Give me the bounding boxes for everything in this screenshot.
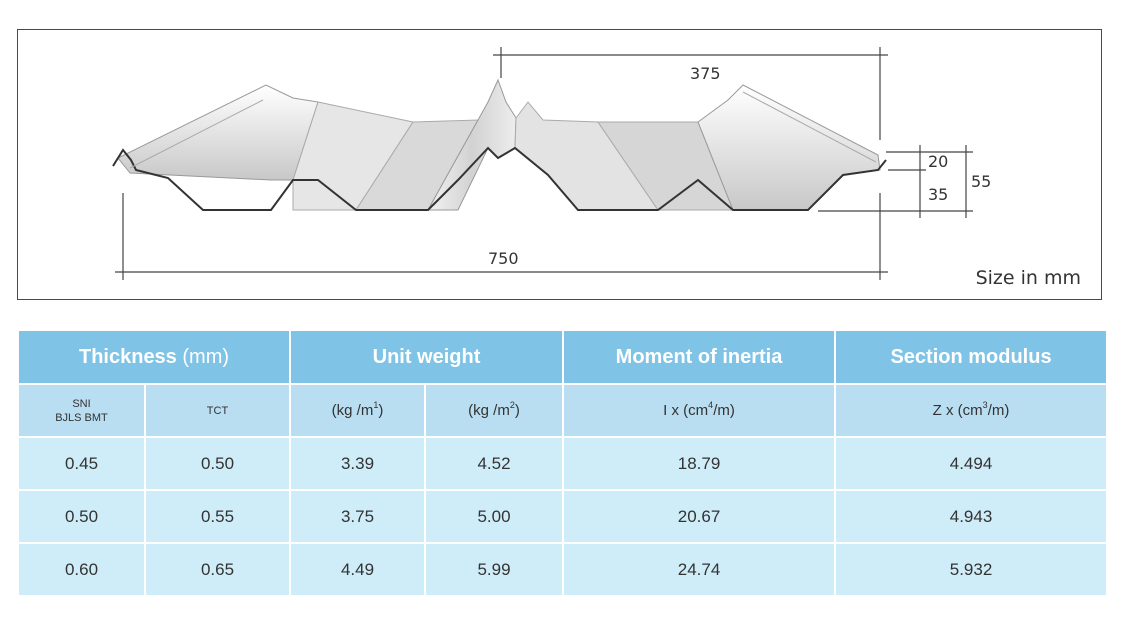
zx-exp: 3: [982, 400, 988, 410]
zx-cell: 4.494: [836, 438, 1107, 489]
dim-375-label: 375: [690, 64, 721, 83]
kg-m1-exp: 1: [373, 400, 379, 410]
roof-sheet-profile-drawing: 375 750 20 35 55: [112, 47, 991, 280]
moment-of-inertia-header: Moment of inertia: [564, 331, 835, 383]
spec-table: Thickness (mm) Unit weight Moment of ine…: [17, 329, 1108, 597]
sheet-surface: [112, 78, 887, 211]
profile-diagram: 375 750 20 35 55 Size in mm: [17, 29, 1102, 300]
dim-20-label: 20: [928, 152, 948, 171]
zx-subheader: Z x (cm3/m): [836, 385, 1107, 436]
dim-750-label: 750: [488, 249, 519, 268]
kg-m1-base: (kg /m: [331, 402, 374, 419]
bjls-bmt-label: BJLS BMT: [55, 411, 108, 424]
kg-m2-cell: 5.99: [426, 544, 563, 595]
dimension-lines: [115, 47, 973, 280]
dim-35-label: 35: [928, 185, 948, 204]
kg-m1-cell: 3.39: [291, 438, 424, 489]
ix-base: I x (cm: [663, 402, 709, 419]
kg-m2-cell: 4.52: [426, 438, 563, 489]
kg-m1-close: ): [378, 402, 384, 419]
bmt-cell: 0.60: [19, 544, 144, 595]
kg-m2-exp: 2: [509, 400, 515, 410]
section-modulus-header: Section modulus: [836, 331, 1107, 383]
kg-m2-base: (kg /m: [468, 402, 510, 419]
zx-cell: 4.943: [836, 491, 1107, 542]
ix-cell: 20.67: [564, 491, 835, 542]
zx-base: Z x (cm: [932, 402, 983, 419]
ix-cell: 18.79: [564, 438, 835, 489]
kg-m1-cell: 4.49: [291, 544, 424, 595]
kg-per-m2-subheader: (kg /m2): [426, 385, 563, 436]
thickness-header-label: Thickness: [78, 345, 177, 368]
table-row: 0.60 0.65 4.49 5.99 24.74 5.932: [19, 544, 1107, 595]
ix-subheader: I x (cm4/m): [564, 385, 835, 436]
thickness-unit: (mm): [182, 345, 230, 368]
size-unit-note: Size in mm: [975, 267, 1081, 289]
kg-m2-close: ): [514, 402, 520, 419]
zx-cell: 5.932: [836, 544, 1107, 595]
bmt-cell: 0.50: [19, 491, 144, 542]
tct-cell: 0.65: [146, 544, 289, 595]
ix-cell: 24.74: [564, 544, 835, 595]
dim-55-label: 55: [971, 172, 991, 191]
thickness-header: Thickness (mm): [19, 331, 289, 383]
unit-weight-header: Unit weight: [291, 331, 563, 383]
sni-label: SNI: [72, 397, 91, 410]
ix-exp: 4: [708, 400, 714, 410]
tct-cell: 0.55: [146, 491, 289, 542]
kg-m2-cell: 5.00: [426, 491, 563, 542]
kg-m1-cell: 3.75: [291, 491, 424, 542]
kg-per-m-subheader: (kg /m1): [291, 385, 424, 436]
table-row: 0.50 0.55 3.75 5.00 20.67 4.943: [19, 491, 1107, 542]
sni-bmt-subheader: SNI BJLS BMT: [19, 385, 144, 436]
table-row: 0.45 0.50 3.39 4.52 18.79 4.494: [19, 438, 1107, 489]
zx-per-m: /m): [987, 402, 1010, 419]
bmt-cell: 0.45: [19, 438, 144, 489]
subheader-row: SNI BJLS BMT TCT (kg /m1) (kg /m2) I x (…: [19, 385, 1107, 436]
tct-cell: 0.50: [146, 438, 289, 489]
tct-subheader: TCT: [146, 385, 289, 436]
ix-per-m: /m): [713, 402, 735, 419]
header-row: Thickness (mm) Unit weight Moment of ine…: [19, 331, 1107, 383]
